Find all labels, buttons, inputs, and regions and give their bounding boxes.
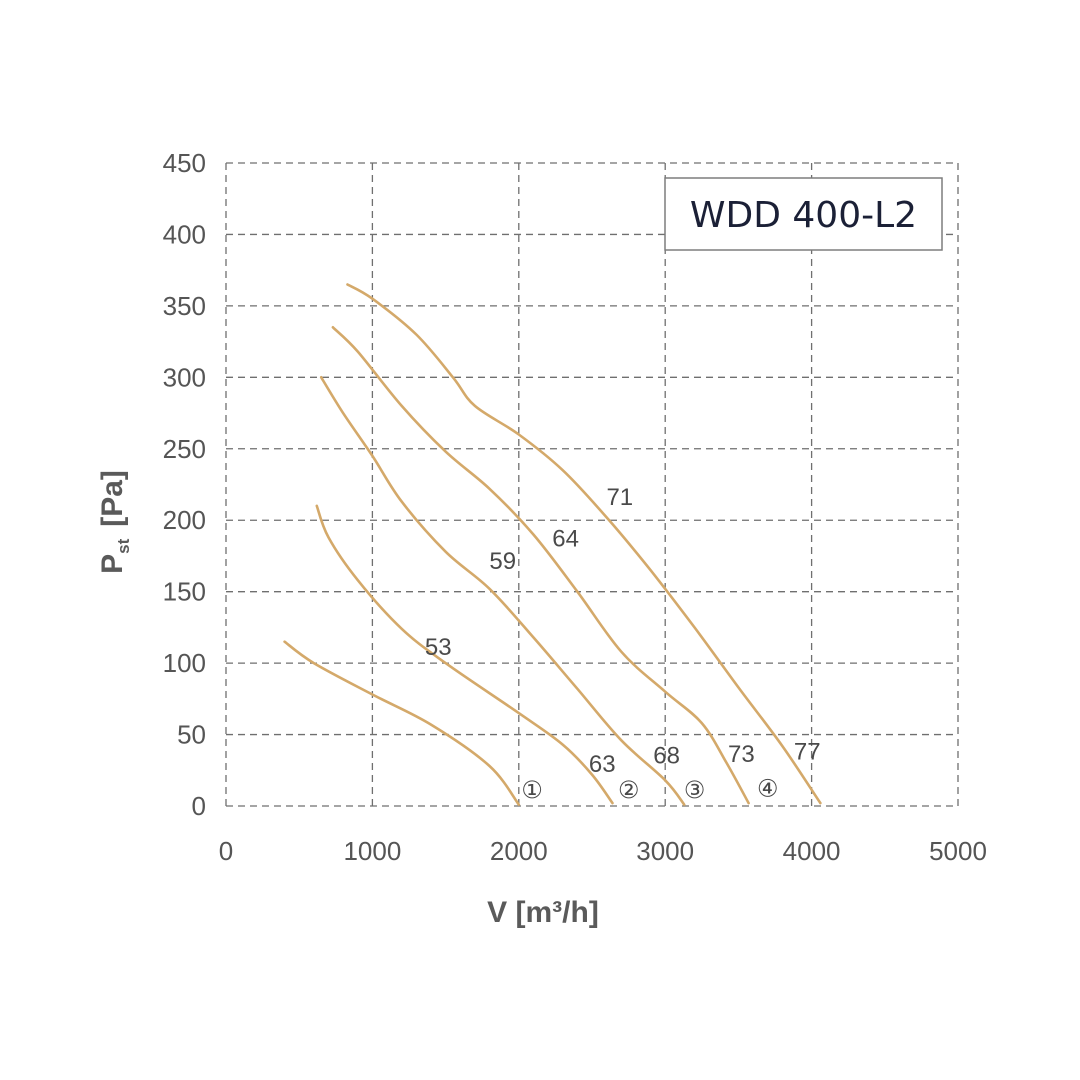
y-tick-label: 100 (163, 648, 206, 678)
curve-index-label: ② (618, 776, 640, 804)
grid (225, 162, 959, 807)
curve-value-label: 73 (728, 741, 755, 768)
y-axis-label-unit: [Pa] (96, 470, 129, 527)
curve-value-label: 63 (589, 751, 616, 778)
y-axis-label: Pst [Pa] (96, 470, 133, 574)
y-tick-label: 0 (192, 791, 206, 821)
chart-title-box: WDD 400-L2 (664, 177, 943, 251)
x-tick-label: 4000 (783, 836, 841, 866)
curve-value-label: 59 (489, 548, 516, 575)
performance-curves (283, 283, 822, 806)
performance-curve-3 (319, 376, 686, 806)
y-tick-label: 450 (163, 148, 206, 178)
curve-index-label: ① (521, 776, 543, 804)
y-tick-label: 300 (163, 362, 206, 392)
title-frame (664, 177, 943, 251)
y-axis-label-subscript: st (114, 538, 133, 553)
performance-curve-5 (346, 283, 822, 805)
curve-value-label: 53 (425, 634, 452, 661)
y-tick-label: 400 (163, 219, 206, 249)
chart-title: WDD 400-L2 (690, 195, 917, 236)
curve-value-label: 68 (653, 743, 680, 770)
y-tick-label: 50 (177, 720, 206, 750)
y-tick-label: 200 (163, 505, 206, 535)
curve-value-label: 77 (794, 738, 821, 765)
curve-index-label: ③ (684, 776, 706, 804)
curve-value-label: 71 (606, 484, 633, 511)
x-tick-label: 1000 (343, 836, 401, 866)
axis-ticks: 0 1000 2000 3000 4000 5000 0 50 100 150 200 250 300 3… (163, 148, 987, 866)
performance-curve-1 (283, 640, 521, 806)
curve-index-label: ④ (757, 774, 779, 802)
y-axis-label-main: P (96, 554, 129, 574)
curve-value-label: 64 (552, 525, 579, 552)
x-tick-label: 2000 (490, 836, 548, 866)
x-tick-label: 5000 (929, 836, 987, 866)
y-tick-label: 350 (163, 291, 206, 321)
performance-curve-2 (315, 504, 614, 805)
svg-text:Pst[Pa]: Pst [Pa] (96, 470, 133, 574)
curve-annotations: 53 59 64 71 63 68 73 77 ① ② ③ ④ (425, 484, 821, 804)
y-tick-label: 250 (163, 434, 206, 464)
x-tick-label: 0 (219, 836, 233, 866)
x-tick-label: 3000 (636, 836, 694, 866)
performance-curve-4 (331, 326, 750, 805)
x-axis-label: V [m³/h] (487, 896, 599, 929)
y-tick-label: 150 (163, 577, 206, 607)
